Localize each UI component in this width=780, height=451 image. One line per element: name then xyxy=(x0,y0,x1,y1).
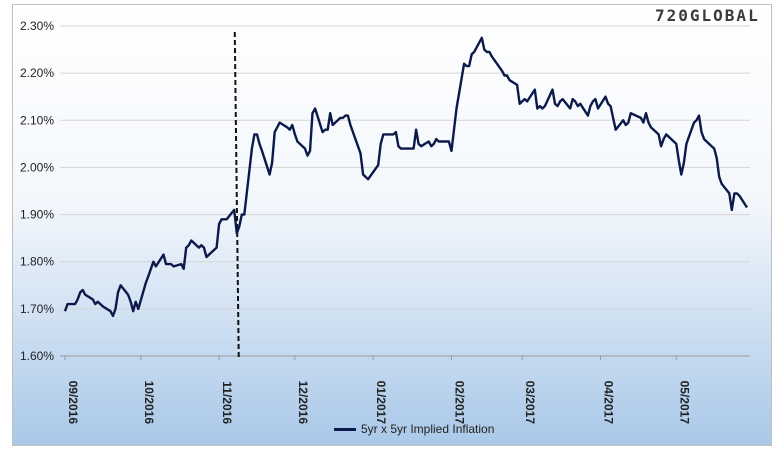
y-tick-label: 2.10% xyxy=(20,113,54,127)
y-tick-label: 1.90% xyxy=(20,208,54,222)
y-tick-label: 1.70% xyxy=(20,302,54,316)
x-tick-label: 02/2017 xyxy=(452,381,466,425)
y-tick-label: 2.00% xyxy=(20,160,54,174)
brand-logo: 720GLOBAL xyxy=(655,6,760,25)
chart-frame xyxy=(12,4,772,446)
y-tick-label: 1.80% xyxy=(20,255,54,269)
legend-label: 5yr x 5yr Implied Inflation xyxy=(361,422,495,436)
x-tick-label: 09/2016 xyxy=(66,381,80,425)
x-tick-label: 01/2017 xyxy=(374,381,388,425)
x-tick-label: 03/2017 xyxy=(523,381,537,425)
x-tick-label: 11/2016 xyxy=(220,381,234,424)
x-tick-label: 04/2017 xyxy=(601,381,615,425)
x-tick-label: 05/2017 xyxy=(677,381,691,425)
legend: 5yr x 5yr Implied Inflation xyxy=(334,422,494,436)
legend-swatch xyxy=(334,427,356,431)
x-tick-label: 10/2016 xyxy=(142,381,156,425)
series-line xyxy=(63,36,749,318)
x-tick-label: 12/2016 xyxy=(296,381,310,425)
y-tick-label: 2.30% xyxy=(20,19,54,33)
y-tick-label: 2.20% xyxy=(20,66,54,80)
y-tick-label: 1.60% xyxy=(20,349,54,363)
election-day-dashed-line xyxy=(233,31,240,361)
